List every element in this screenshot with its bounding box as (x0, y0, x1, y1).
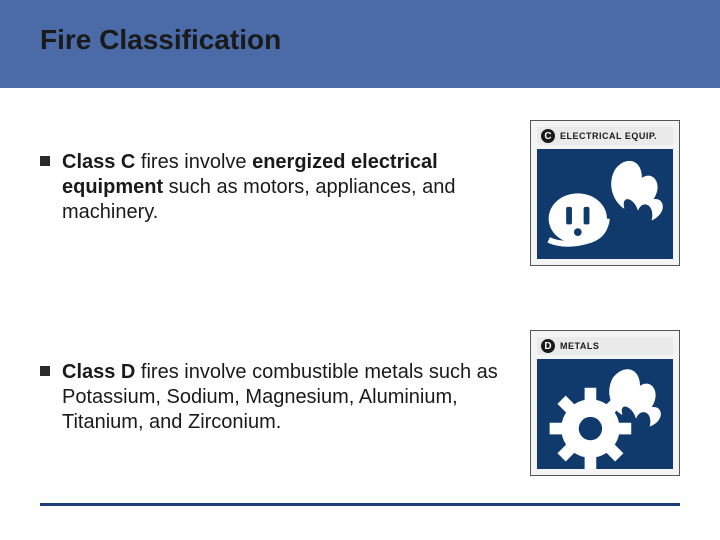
bullet-row: Class C fires involve energized electric… (40, 150, 510, 225)
header-band: Fire Classification (0, 0, 720, 88)
text-col: Class D fires involve combustible metals… (40, 330, 530, 435)
content-area: Class C fires involve energized electric… (40, 120, 680, 500)
label-strip: C ELECTRICAL EQUIP. (537, 127, 673, 145)
mid-plain: fires involve (135, 151, 252, 173)
class-badge-d: D (541, 339, 555, 353)
class-caption-d: METALS (560, 341, 599, 351)
class-caption-c: ELECTRICAL EQUIP. (560, 131, 657, 141)
item-class-d: Class D fires involve combustible metals… (40, 330, 680, 476)
bullet-row: Class D fires involve combustible metals… (40, 360, 510, 435)
fire-label-card-d: D METALS (530, 330, 680, 476)
lead-bold: Class D (62, 361, 135, 383)
page-title: Fire Classification (40, 24, 281, 56)
text-col: Class C fires involve energized electric… (40, 120, 530, 225)
icon-col: C ELECTRICAL EQUIP. (530, 120, 680, 266)
item-class-c: Class C fires involve energized electric… (40, 120, 680, 266)
fire-label-card-c: C ELECTRICAL EQUIP. (530, 120, 680, 266)
lead-bold: Class C (62, 151, 135, 173)
footer-rule (40, 503, 680, 506)
icon-col: D METALS (530, 330, 680, 476)
bullet-icon (40, 366, 50, 376)
label-strip: D METALS (537, 337, 673, 355)
metals-picto (537, 359, 673, 469)
class-c-text: Class C fires involve energized electric… (62, 150, 510, 225)
electrical-picto (537, 149, 673, 259)
class-d-text: Class D fires involve combustible metals… (62, 360, 510, 435)
class-badge-c: C (541, 129, 555, 143)
bullet-icon (40, 156, 50, 166)
